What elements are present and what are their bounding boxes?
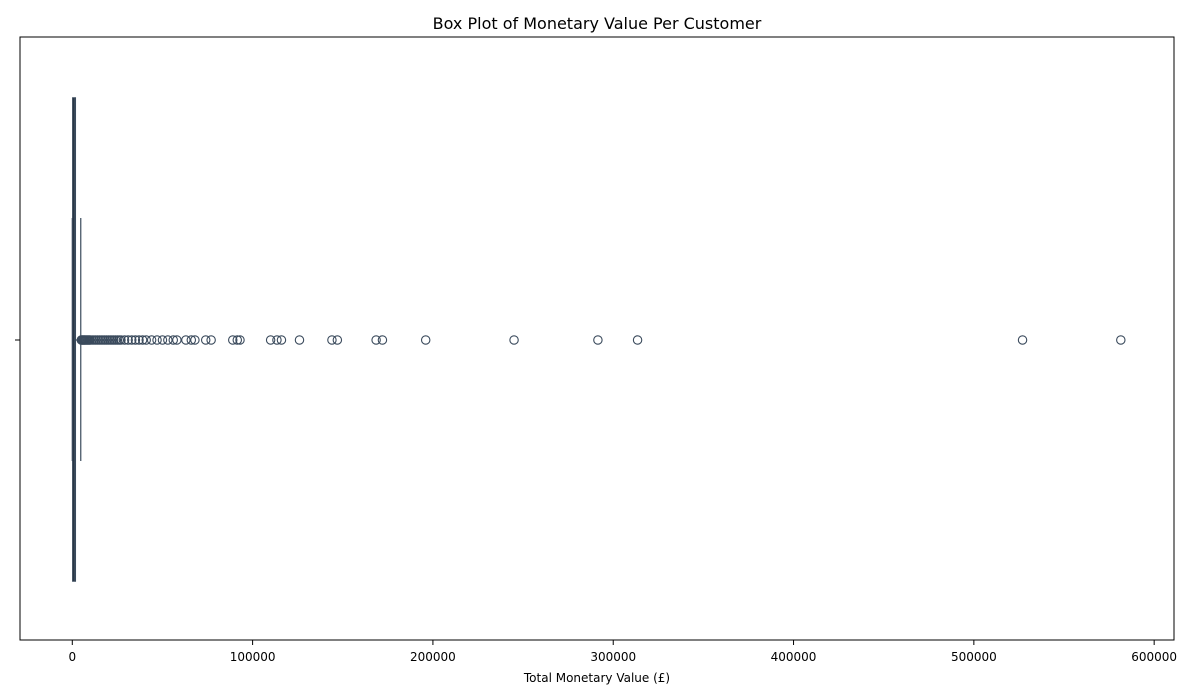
outlier-point <box>163 335 173 345</box>
outlier-point <box>1017 335 1028 345</box>
outlier-point <box>181 335 191 345</box>
outlier-point <box>141 335 151 345</box>
outlier-point <box>152 335 162 345</box>
outlier-point <box>137 335 148 345</box>
outlier-point <box>265 335 276 345</box>
outlier-point <box>168 335 179 345</box>
outlier-point <box>276 335 287 345</box>
outlier-point <box>332 335 343 345</box>
x-axis: 0 100000 200000 300000 400000 500000 600000 <box>15 339 1177 664</box>
outlier-point <box>206 335 216 345</box>
outlier-point <box>127 335 137 345</box>
x-tick-label: 600000 <box>1131 650 1177 664</box>
outlier-point <box>190 335 200 345</box>
outlier-point <box>119 335 130 345</box>
plot-area <box>19 36 1175 641</box>
outlier-point <box>186 335 197 345</box>
outlier-point <box>157 335 168 345</box>
outlier-point <box>123 335 133 345</box>
outlier-point <box>377 335 388 345</box>
outlier-point <box>509 335 519 345</box>
outlier-point <box>172 335 182 345</box>
outlier-point <box>235 335 245 345</box>
outlier-point <box>593 335 603 345</box>
plot-frame <box>19 36 1175 641</box>
x-tick-label: 200000 <box>410 650 456 664</box>
outlier-point <box>632 335 643 345</box>
outlier-point <box>130 335 141 345</box>
outlier-point <box>327 335 337 345</box>
x-tick-label: 500000 <box>951 650 997 664</box>
x-tick-label: 400000 <box>771 650 817 664</box>
x-axis-label: Total Monetary Value (£) <box>523 671 670 685</box>
x-tick-label: 0 <box>68 650 76 664</box>
outlier-point <box>232 335 243 345</box>
outlier-point <box>294 335 305 345</box>
outlier-point <box>146 335 157 345</box>
outlier-point <box>200 335 211 345</box>
x-tick-label: 100000 <box>230 650 276 664</box>
outlier-point <box>371 335 381 345</box>
outlier-point <box>272 335 282 345</box>
outlier-point <box>420 335 431 345</box>
outlier-point <box>116 335 126 345</box>
outlier-point <box>1116 335 1126 345</box>
outlier-point <box>134 335 144 345</box>
outlier-point <box>228 335 238 345</box>
chart-title: Box Plot of Monetary Value Per Customer <box>433 14 762 33</box>
x-tick-label: 300000 <box>590 650 636 664</box>
